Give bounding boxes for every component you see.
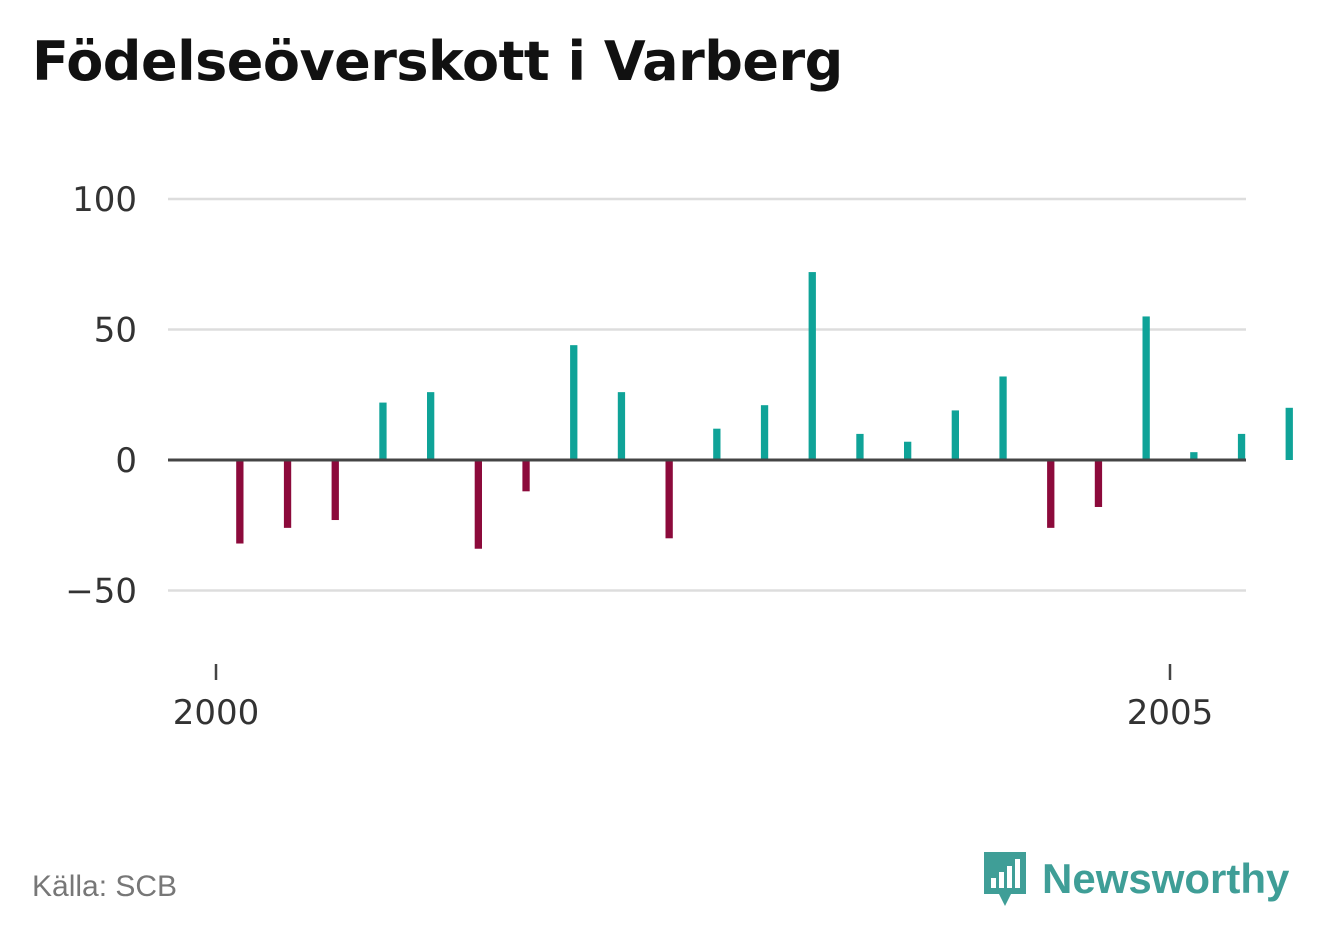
bar (760, 405, 769, 460)
bar (904, 441, 912, 460)
y-tick-label: 50 (94, 311, 137, 351)
x-tick-label: 2005 (1127, 693, 1214, 733)
brand-name: Newsworthy (1042, 855, 1290, 902)
bar (474, 460, 482, 549)
bar (427, 392, 435, 460)
y-tick-label: 100 (72, 180, 137, 220)
chart-title: Födelseöverskott i Varberg (32, 30, 843, 93)
bar (570, 345, 578, 460)
newsworthy-logo-icon (984, 852, 1026, 906)
bar (283, 460, 292, 528)
y-tick-label: 0 (115, 441, 137, 481)
y-tick-label: −50 (65, 572, 137, 612)
bar (665, 460, 673, 539)
x-tick-label: 2000 (173, 693, 260, 733)
bar (999, 376, 1007, 460)
grid-lines (168, 197, 1246, 592)
bar (856, 433, 864, 460)
y-axis-ticks: 100 50 0 −50 (65, 180, 137, 612)
bar (617, 392, 626, 460)
bar (1285, 407, 1293, 460)
bar (808, 272, 816, 460)
bar (951, 410, 959, 460)
bar (1047, 460, 1055, 528)
x-axis-ticks: 200020052010201520202025 (173, 664, 1214, 733)
bar (379, 402, 387, 460)
bar (236, 460, 244, 544)
brand-logo[interactable]: Newsworthy (980, 848, 1289, 910)
bar (331, 460, 339, 521)
bar-series (236, 272, 1293, 549)
bar (1094, 460, 1103, 507)
source-label: Källa: SCB (32, 870, 178, 903)
bar (1237, 433, 1246, 460)
bar (713, 428, 721, 460)
bar (1190, 452, 1198, 460)
bar (522, 460, 530, 492)
bar (1142, 316, 1150, 460)
